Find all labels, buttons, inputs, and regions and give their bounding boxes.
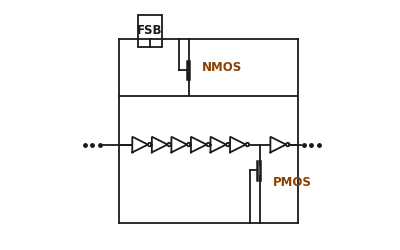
Text: FSB: FSB	[137, 24, 163, 38]
Bar	[138, 15, 162, 47]
Text: PMOS: PMOS	[273, 176, 312, 189]
Text: NMOS: NMOS	[202, 61, 242, 74]
